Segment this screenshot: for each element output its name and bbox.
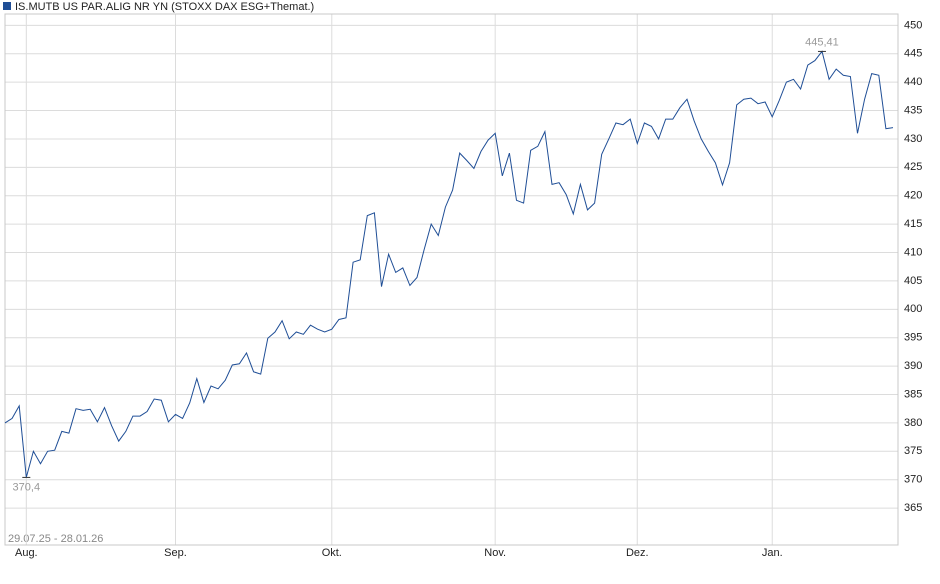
y-tick-label: 380	[904, 417, 922, 429]
y-tick-label: 425	[904, 161, 922, 173]
y-tick-label: 375	[904, 445, 922, 457]
x-tick-label: Nov.	[484, 547, 506, 559]
y-tick-label: 440	[904, 76, 922, 88]
y-tick-label: 415	[904, 218, 922, 230]
x-tick-label: Jan.	[762, 547, 783, 559]
legend-label: IS.MUTB US PAR.ALIG NR YN (STOXX DAX ESG…	[15, 1, 314, 13]
date-range: 29.07.25 - 28.01.26	[8, 533, 103, 545]
y-tick-label: 370	[904, 474, 922, 486]
y-tick-label: 385	[904, 388, 922, 400]
value-label: 445,41	[805, 36, 839, 48]
y-tick-label: 435	[904, 104, 922, 116]
y-tick-label: 365	[904, 502, 922, 514]
y-tick-label: 410	[904, 246, 922, 258]
x-tick-label: Dez.	[626, 547, 649, 559]
y-tick-label: 430	[904, 133, 922, 145]
price-line	[4, 50, 894, 478]
y-tick-label: 420	[904, 190, 922, 202]
y-tick-label: 405	[904, 275, 922, 287]
plot-frame	[4, 13, 899, 546]
y-tick-label: 445	[904, 48, 922, 60]
y-tick-label: 400	[904, 303, 922, 315]
value-label: 370,4	[13, 481, 41, 493]
x-tick-label: Okt.	[322, 547, 342, 559]
y-tick-label: 450	[904, 19, 922, 31]
y-tick-label: 395	[904, 332, 922, 344]
x-tick-label: Aug.	[15, 547, 38, 559]
y-tick-label: 390	[904, 360, 922, 372]
legend-swatch	[3, 2, 11, 10]
x-tick-label: Sep.	[164, 547, 187, 559]
